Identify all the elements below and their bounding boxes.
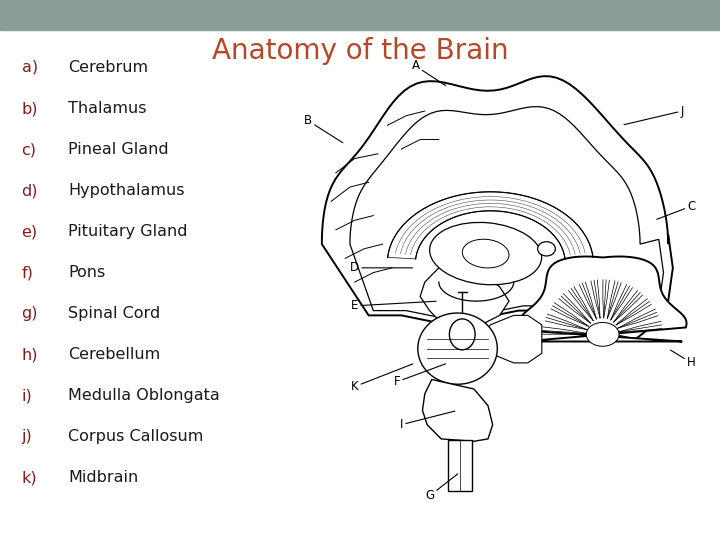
Text: I: I [400,411,455,431]
Text: Medulla Oblongata: Medulla Oblongata [68,388,220,403]
Text: Pineal Gland: Pineal Gland [68,142,169,157]
Bar [0,0,720,30]
Text: Cerebellum: Cerebellum [68,347,161,362]
Text: b): b) [22,101,38,116]
Text: Midbrain: Midbrain [68,470,139,485]
Text: D: D [350,261,413,274]
Polygon shape [423,380,492,441]
Text: k): k) [22,470,37,485]
Text: a): a) [22,60,37,75]
Polygon shape [322,76,673,339]
Text: e): e) [22,224,37,239]
Ellipse shape [462,239,509,268]
Ellipse shape [449,319,475,350]
Text: K: K [351,364,413,393]
Ellipse shape [430,222,541,285]
Polygon shape [387,192,593,259]
Text: Hypothalamus: Hypothalamus [68,183,185,198]
Text: Thalamus: Thalamus [68,101,147,116]
Text: J: J [624,105,684,125]
Polygon shape [418,313,498,384]
Text: Corpus Callosum: Corpus Callosum [68,429,204,444]
Text: Anatomy of the Brain: Anatomy of the Brain [212,37,508,65]
Text: F: F [393,364,446,388]
Text: C: C [657,200,696,219]
Ellipse shape [538,242,555,256]
Text: Pituitary Gland: Pituitary Gland [68,224,188,239]
Text: Cerebrum: Cerebrum [68,60,148,75]
Ellipse shape [586,322,619,346]
Text: h): h) [22,347,38,362]
Polygon shape [519,256,686,341]
Text: Spinal Cord: Spinal Cord [68,306,161,321]
Polygon shape [420,268,509,325]
Text: H: H [670,350,696,369]
Text: E: E [351,299,436,312]
Text: f): f) [22,265,33,280]
Text: A: A [411,59,446,86]
Text: g): g) [22,306,38,321]
Polygon shape [481,315,542,363]
Text: i): i) [22,388,32,403]
Text: j): j) [22,429,32,444]
Text: d): d) [22,183,38,198]
Polygon shape [448,440,472,491]
Polygon shape [350,106,664,329]
Text: B: B [304,114,343,143]
Text: G: G [425,474,458,502]
Text: Pons: Pons [68,265,106,280]
Text: c): c) [22,142,37,157]
